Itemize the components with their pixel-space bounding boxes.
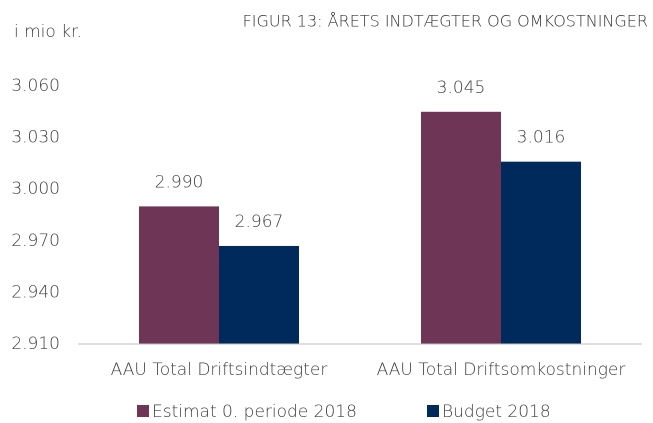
y-axis-label: i mio kr. <box>14 22 82 42</box>
bar <box>421 111 501 344</box>
chart-title: FIGUR 13: ÅRETS INDTÆGTER OG OMKOSTNINGE… <box>243 12 648 31</box>
y-tick-label: 3.000 <box>11 179 60 199</box>
x-tick-label: AAU Total Driftsomkostninger <box>377 360 626 380</box>
y-tick-label: 2.970 <box>11 231 60 251</box>
legend-label: Estimat 0. periode 2018 <box>152 402 357 422</box>
x-tick-label: AAU Total Driftsindtægter <box>111 360 328 380</box>
value-label: 3.045 <box>437 78 486 98</box>
y-tick-label: 2.910 <box>11 334 60 354</box>
bar <box>219 245 299 344</box>
bar <box>139 206 219 344</box>
legend-swatch <box>427 405 439 417</box>
y-tick-label: 2.940 <box>11 282 60 302</box>
legend-swatch <box>137 405 149 417</box>
value-label: 3.016 <box>517 128 566 148</box>
bar <box>501 161 581 344</box>
legend-label: Budget 2018 <box>442 402 551 422</box>
value-label: 2.967 <box>235 212 284 232</box>
value-label: 2.990 <box>155 172 204 192</box>
y-tick-label: 3.060 <box>11 76 60 96</box>
y-tick-label: 3.030 <box>11 128 60 148</box>
